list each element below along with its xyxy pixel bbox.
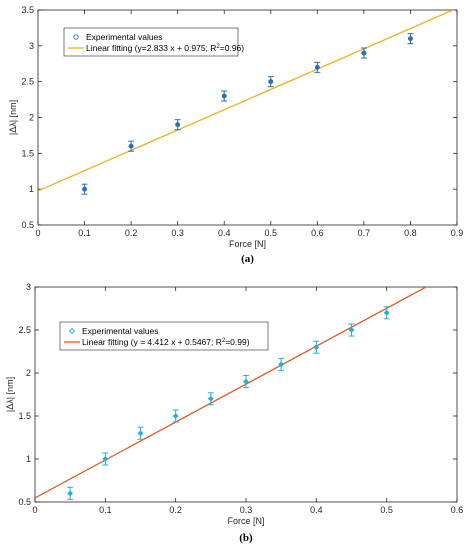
x-tick-label: 0.4 bbox=[218, 228, 231, 238]
panel-label: (a) bbox=[241, 253, 254, 265]
y-tick-label: 3 bbox=[29, 41, 34, 51]
data-point bbox=[128, 143, 134, 149]
legend-box bbox=[59, 321, 269, 351]
data-point bbox=[82, 186, 88, 192]
y-axis-label: |Δλ| [nm] bbox=[8, 100, 18, 135]
data-point bbox=[137, 430, 144, 437]
plot-area bbox=[34, 286, 458, 503]
y-tick-label: 2 bbox=[26, 368, 31, 378]
x-tick-label: 0.8 bbox=[404, 228, 417, 238]
chart-panel-a: 0 0.1 0.2 0.3 0.4 0.5 0.6 0.7 0.8 0.9 0.5 1 1.5 2 2.5 3… bbox=[8, 5, 463, 265]
data-point bbox=[175, 122, 181, 128]
x-tick-label: 0.5 bbox=[265, 228, 278, 238]
x-tick-label: 0.4 bbox=[310, 505, 323, 515]
x-tick-label: 0.6 bbox=[451, 505, 464, 515]
data-point bbox=[67, 490, 74, 497]
y-tick-label: 2 bbox=[29, 113, 34, 123]
y-tick-label: 0.5 bbox=[18, 497, 31, 507]
y-tick-label: 1.5 bbox=[18, 411, 31, 421]
data-point bbox=[243, 378, 249, 385]
data-point bbox=[383, 309, 390, 316]
x-tick-label: 0 bbox=[32, 505, 37, 515]
legend-entry-fit: Linear fitting (y=2.833 x + 0.975; R2=0.… bbox=[86, 43, 244, 53]
x-tick-label: 0.5 bbox=[380, 505, 393, 515]
y-tick-label: 3.5 bbox=[21, 5, 34, 15]
y-tick-label: 3 bbox=[26, 282, 31, 292]
x-tick-label: 0.2 bbox=[125, 228, 138, 238]
y-tick-label: 1.5 bbox=[21, 148, 34, 158]
y-axis-label: |Δλ| [nm] bbox=[5, 377, 15, 412]
x-tick-label: 0.1 bbox=[99, 505, 112, 515]
x-tick-label: 0.3 bbox=[240, 505, 253, 515]
data-point bbox=[314, 64, 320, 70]
data-point bbox=[102, 456, 109, 462]
x-axis-label: Force [N] bbox=[229, 239, 266, 249]
y-tick-label: 2.5 bbox=[21, 77, 34, 87]
x-tick-label: 0.6 bbox=[311, 228, 324, 238]
legend-entry-experimental: Experimental values bbox=[82, 326, 159, 336]
data-point bbox=[207, 395, 214, 402]
x-axis-label: Force [N] bbox=[227, 516, 264, 526]
panel-label: (b) bbox=[239, 532, 253, 544]
y-tick-label: 0.5 bbox=[21, 220, 34, 230]
x-tick-label: 0.2 bbox=[169, 505, 182, 515]
data-point bbox=[278, 361, 285, 368]
data-point bbox=[348, 327, 355, 333]
legend-marker bbox=[73, 34, 79, 40]
x-tick-label: 0.1 bbox=[78, 228, 91, 238]
x-tick-label: 0 bbox=[35, 228, 40, 238]
data-point bbox=[221, 93, 227, 99]
legend-box bbox=[63, 27, 239, 57]
y-tick-label: 1 bbox=[26, 454, 31, 464]
legend-entry-experimental: Experimental values bbox=[86, 32, 163, 42]
y-tick-label: 1 bbox=[29, 184, 34, 194]
legend-entry-fit: Linear fitting (y = 4.412 x + 0.5467; R2… bbox=[82, 337, 250, 347]
x-tick-label: 0.3 bbox=[171, 228, 184, 238]
data-point bbox=[361, 50, 367, 56]
data-point bbox=[268, 79, 274, 85]
legend-marker bbox=[68, 327, 76, 335]
fit-line bbox=[38, 10, 455, 192]
data-point bbox=[407, 36, 413, 42]
chart-panel-b: 0 0.1 0.2 0.3 0.4 0.5 0.6 0.5 1 1.5 2 2.5 3 Force [N]… bbox=[5, 282, 464, 544]
x-tick-label: 0.7 bbox=[358, 228, 371, 238]
data-point bbox=[313, 344, 320, 351]
x-tick-label: 0.9 bbox=[451, 228, 464, 238]
data-point bbox=[172, 413, 179, 419]
y-tick-label: 2.5 bbox=[18, 325, 31, 335]
